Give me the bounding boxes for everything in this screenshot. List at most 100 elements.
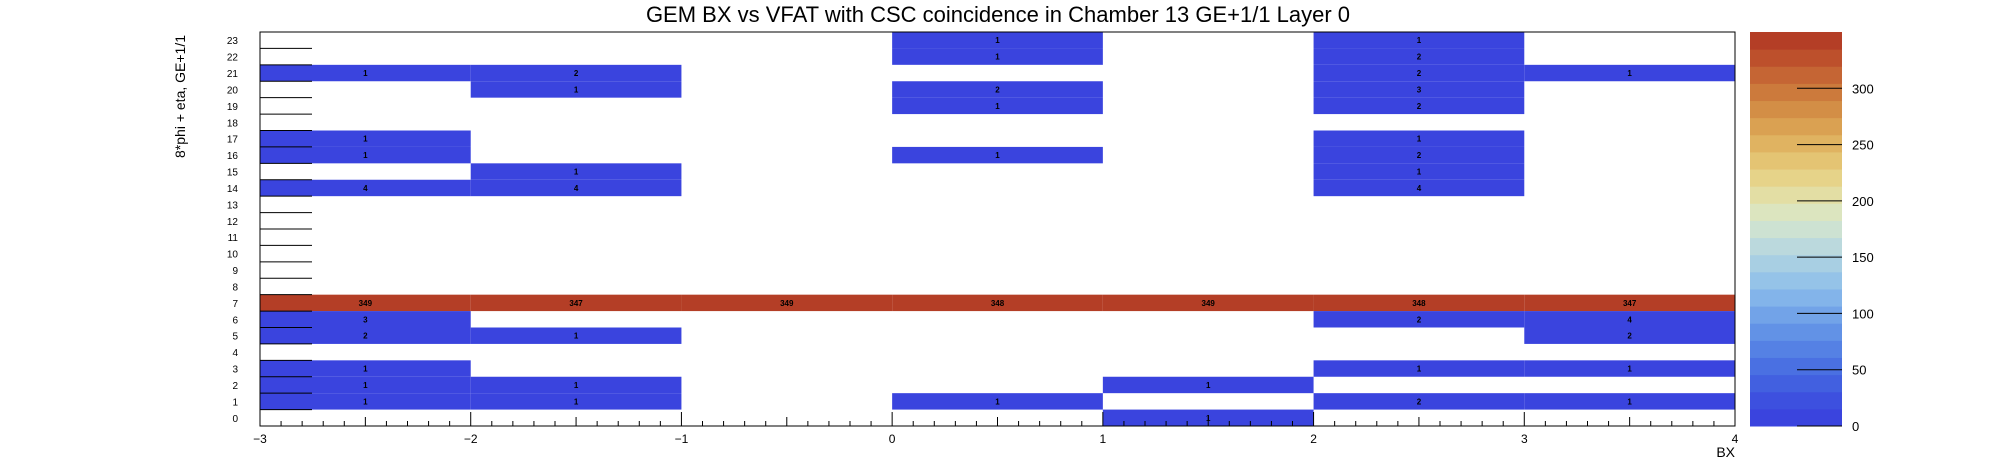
cell-value-label: 348 [1412,299,1426,308]
heatmap-cell [470,327,682,344]
heatmap-cell [1313,311,1525,328]
palette-swatch [1750,66,1842,84]
cell-value-label: 1 [995,102,1000,111]
palette-swatch [1750,271,1842,290]
palette-swatch [1750,408,1842,427]
palette-swatch [1750,323,1842,341]
y-tick-label: 1 [232,397,238,408]
y-tick-label: 16 [227,151,239,162]
chart-title: GEM BX vs VFAT with CSC coincidence in C… [646,2,1350,27]
palette-tick-label: 300 [1852,81,1874,96]
heatmap-cell [260,360,471,377]
y-tick-label: 7 [232,299,238,310]
cell-value-label: 1 [574,85,579,94]
cell-value-label: 2 [1417,69,1422,78]
heatmap-cell [1524,360,1735,377]
heatmap-cell [1313,163,1525,180]
cell-value-label: 3 [363,315,368,324]
heatmap-cell [470,64,682,82]
heatmap-cell [892,32,1103,49]
cell-value-label: 4 [574,184,579,193]
y-tick-label: 22 [227,53,239,64]
cell-value-label: 1 [363,365,368,374]
cell-value-label: 1 [363,381,368,390]
cell-value-label: 2 [1417,102,1422,111]
heatmap-cell [1313,48,1525,65]
cell-value-label: 1 [995,36,1000,45]
cell-value-label: 1 [574,332,579,341]
heatmap-cell [1313,130,1525,147]
palette-swatch [1750,32,1842,50]
cell-value-label: 1 [995,151,1000,160]
y-tick-label: 10 [227,250,239,261]
palette-swatch [1750,151,1842,170]
heatmap-cell [1313,97,1525,115]
heatmap-cell [260,311,471,328]
heatmap-cell [1524,64,1735,82]
cell-value-label: 1 [1627,397,1632,406]
heatmap-cell [260,393,471,410]
y-tick-label: 8 [232,282,238,293]
cell-value-label: 1 [574,397,579,406]
palette-tick-label: 200 [1852,194,1874,209]
y-tick-label: 13 [227,200,239,211]
cell-value-label: 4 [363,184,368,193]
heatmap-cell [260,376,471,394]
x-tick-label: −2 [464,432,478,446]
palette-swatch [1750,357,1842,376]
y-tick-label: 20 [227,85,239,96]
cell-value-label: 349 [1202,299,1216,308]
heatmap-cell [1313,146,1525,164]
heatmap-cell [260,130,471,147]
heatmap-cell [681,294,893,312]
heatmap-cell [1313,294,1525,312]
cell-value-label: 347 [1623,299,1637,308]
cell-value-label: 1 [995,397,1000,406]
x-tick-label: 2 [1310,432,1317,446]
cell-value-label: 3 [1417,85,1422,94]
cell-value-label: 4 [1627,315,1632,324]
y-tick-label: 15 [227,168,239,179]
heatmap-cell [892,294,1103,312]
y-tick-label: 21 [227,69,239,80]
y-tick-label: 2 [232,381,238,392]
palette-swatch [1750,306,1842,324]
heatmap-cell [1524,311,1735,328]
heatmap-cell [1313,32,1525,49]
color-palette: 0 50 100 150 200 250 300 [1750,32,1874,434]
cell-value-label: 1 [363,397,368,406]
heatmap-cell [892,81,1103,98]
palette-swatch [1750,237,1842,256]
palette-swatch [1750,169,1842,187]
palette-tick-label: 0 [1852,419,1859,434]
x-tick-label: 3 [1521,432,1528,446]
heatmap-cell [470,294,682,312]
x-tick-label: −1 [675,432,689,446]
palette-tick-label: 50 [1852,363,1866,378]
y-tick-label: 11 [228,233,239,244]
palette-swatch [1750,203,1842,221]
cell-value-label: 2 [1417,53,1422,62]
cell-value-label: 1 [363,135,368,144]
palette-swatch [1750,117,1842,136]
y-tick-label: 5 [232,332,238,343]
cell-value-label: 1 [1417,135,1422,144]
palette-swatch [1750,186,1842,204]
cell-value-label: 2 [995,85,1000,94]
cell-value-label: 1 [363,151,368,160]
y-tick-label: 17 [227,135,239,146]
x-tick-label: 0 [889,432,896,446]
heatmap-cell [1313,81,1525,98]
y-tick-label: 18 [227,118,239,129]
palette-swatch [1750,134,1842,153]
heatmap-cell [1524,393,1735,410]
cell-value-label: 1 [1417,365,1422,374]
y-tick-label: 12 [227,217,239,228]
palette-swatch [1750,83,1842,102]
heatmap-cell [260,327,471,344]
x-tick-label: 1 [1100,432,1107,446]
heatmap-cell [470,163,682,180]
x-tick-label: −3 [253,432,267,446]
